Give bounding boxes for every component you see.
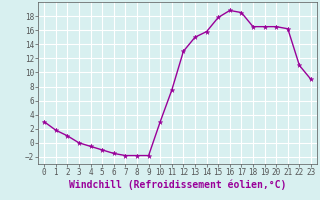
X-axis label: Windchill (Refroidissement éolien,°C): Windchill (Refroidissement éolien,°C) [69, 180, 286, 190]
